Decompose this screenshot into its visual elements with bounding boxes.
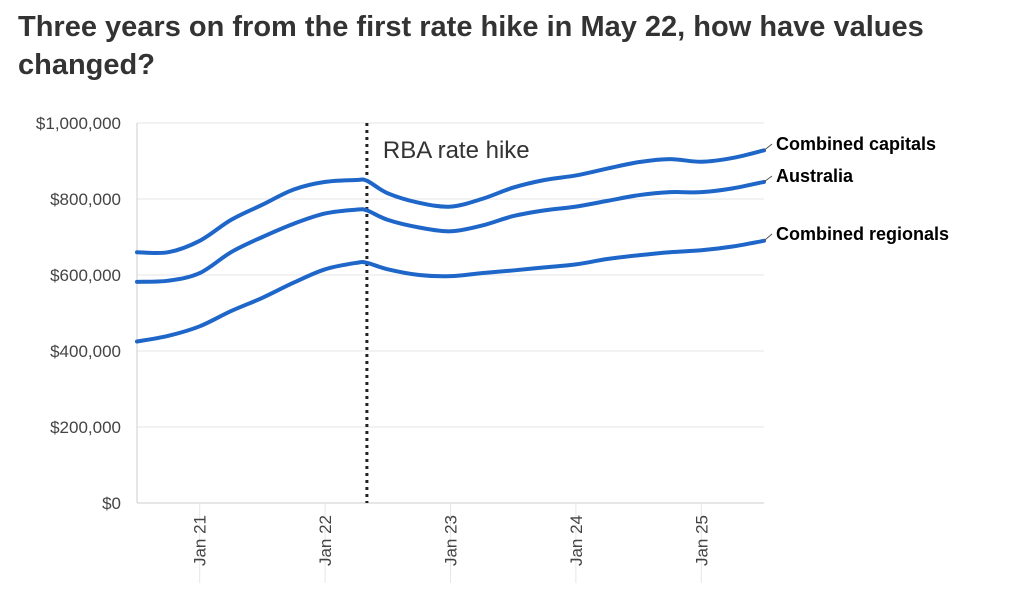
series-label-combined-capitals: Combined capitals bbox=[776, 134, 936, 154]
y-tick-label: $200,000 bbox=[50, 418, 121, 437]
x-tick-label: Jan 23 bbox=[442, 515, 461, 566]
series-labels: Combined capitals Australia Combined regio… bbox=[763, 134, 949, 244]
y-tick-label: $800,000 bbox=[50, 190, 121, 209]
rate-hike-marker: RBA rate hike bbox=[365, 123, 530, 503]
y-tick-label: $1,000,000 bbox=[36, 114, 121, 133]
series-label-connector bbox=[763, 233, 773, 242]
series-line-australia bbox=[135, 179, 766, 284]
chart-title: Three years on from the first rate hike … bbox=[18, 11, 924, 81]
series-lines bbox=[135, 148, 766, 344]
y-tick-label: $0 bbox=[102, 494, 121, 513]
x-tick-label: Jan 24 bbox=[567, 515, 586, 566]
series-line-combined-regionals bbox=[135, 238, 766, 344]
x-axis-ticks: Jan 21 Jan 22 Jan 23 Jan 24 Jan 25 bbox=[191, 503, 711, 583]
series-label-australia: Australia bbox=[776, 166, 854, 186]
y-tick-label: $400,000 bbox=[50, 342, 121, 361]
rate-hike-annotation: RBA rate hike bbox=[383, 137, 530, 164]
series-label-connector bbox=[763, 143, 773, 151]
x-tick-label: Jan 21 bbox=[191, 515, 210, 566]
series-line-combined-capitals bbox=[135, 148, 766, 256]
y-tick-label: $600,000 bbox=[50, 266, 121, 285]
grid-lines bbox=[136, 122, 764, 504]
y-axis-ticks: $0 $200,000 $400,000 $600,000 $800,000 $1,000… bbox=[36, 114, 121, 513]
x-tick-label: Jan 25 bbox=[692, 515, 711, 566]
series-label-connector bbox=[763, 175, 773, 183]
series-label-combined-regionals: Combined regionals bbox=[776, 224, 949, 244]
x-tick-label: Jan 22 bbox=[316, 515, 335, 566]
